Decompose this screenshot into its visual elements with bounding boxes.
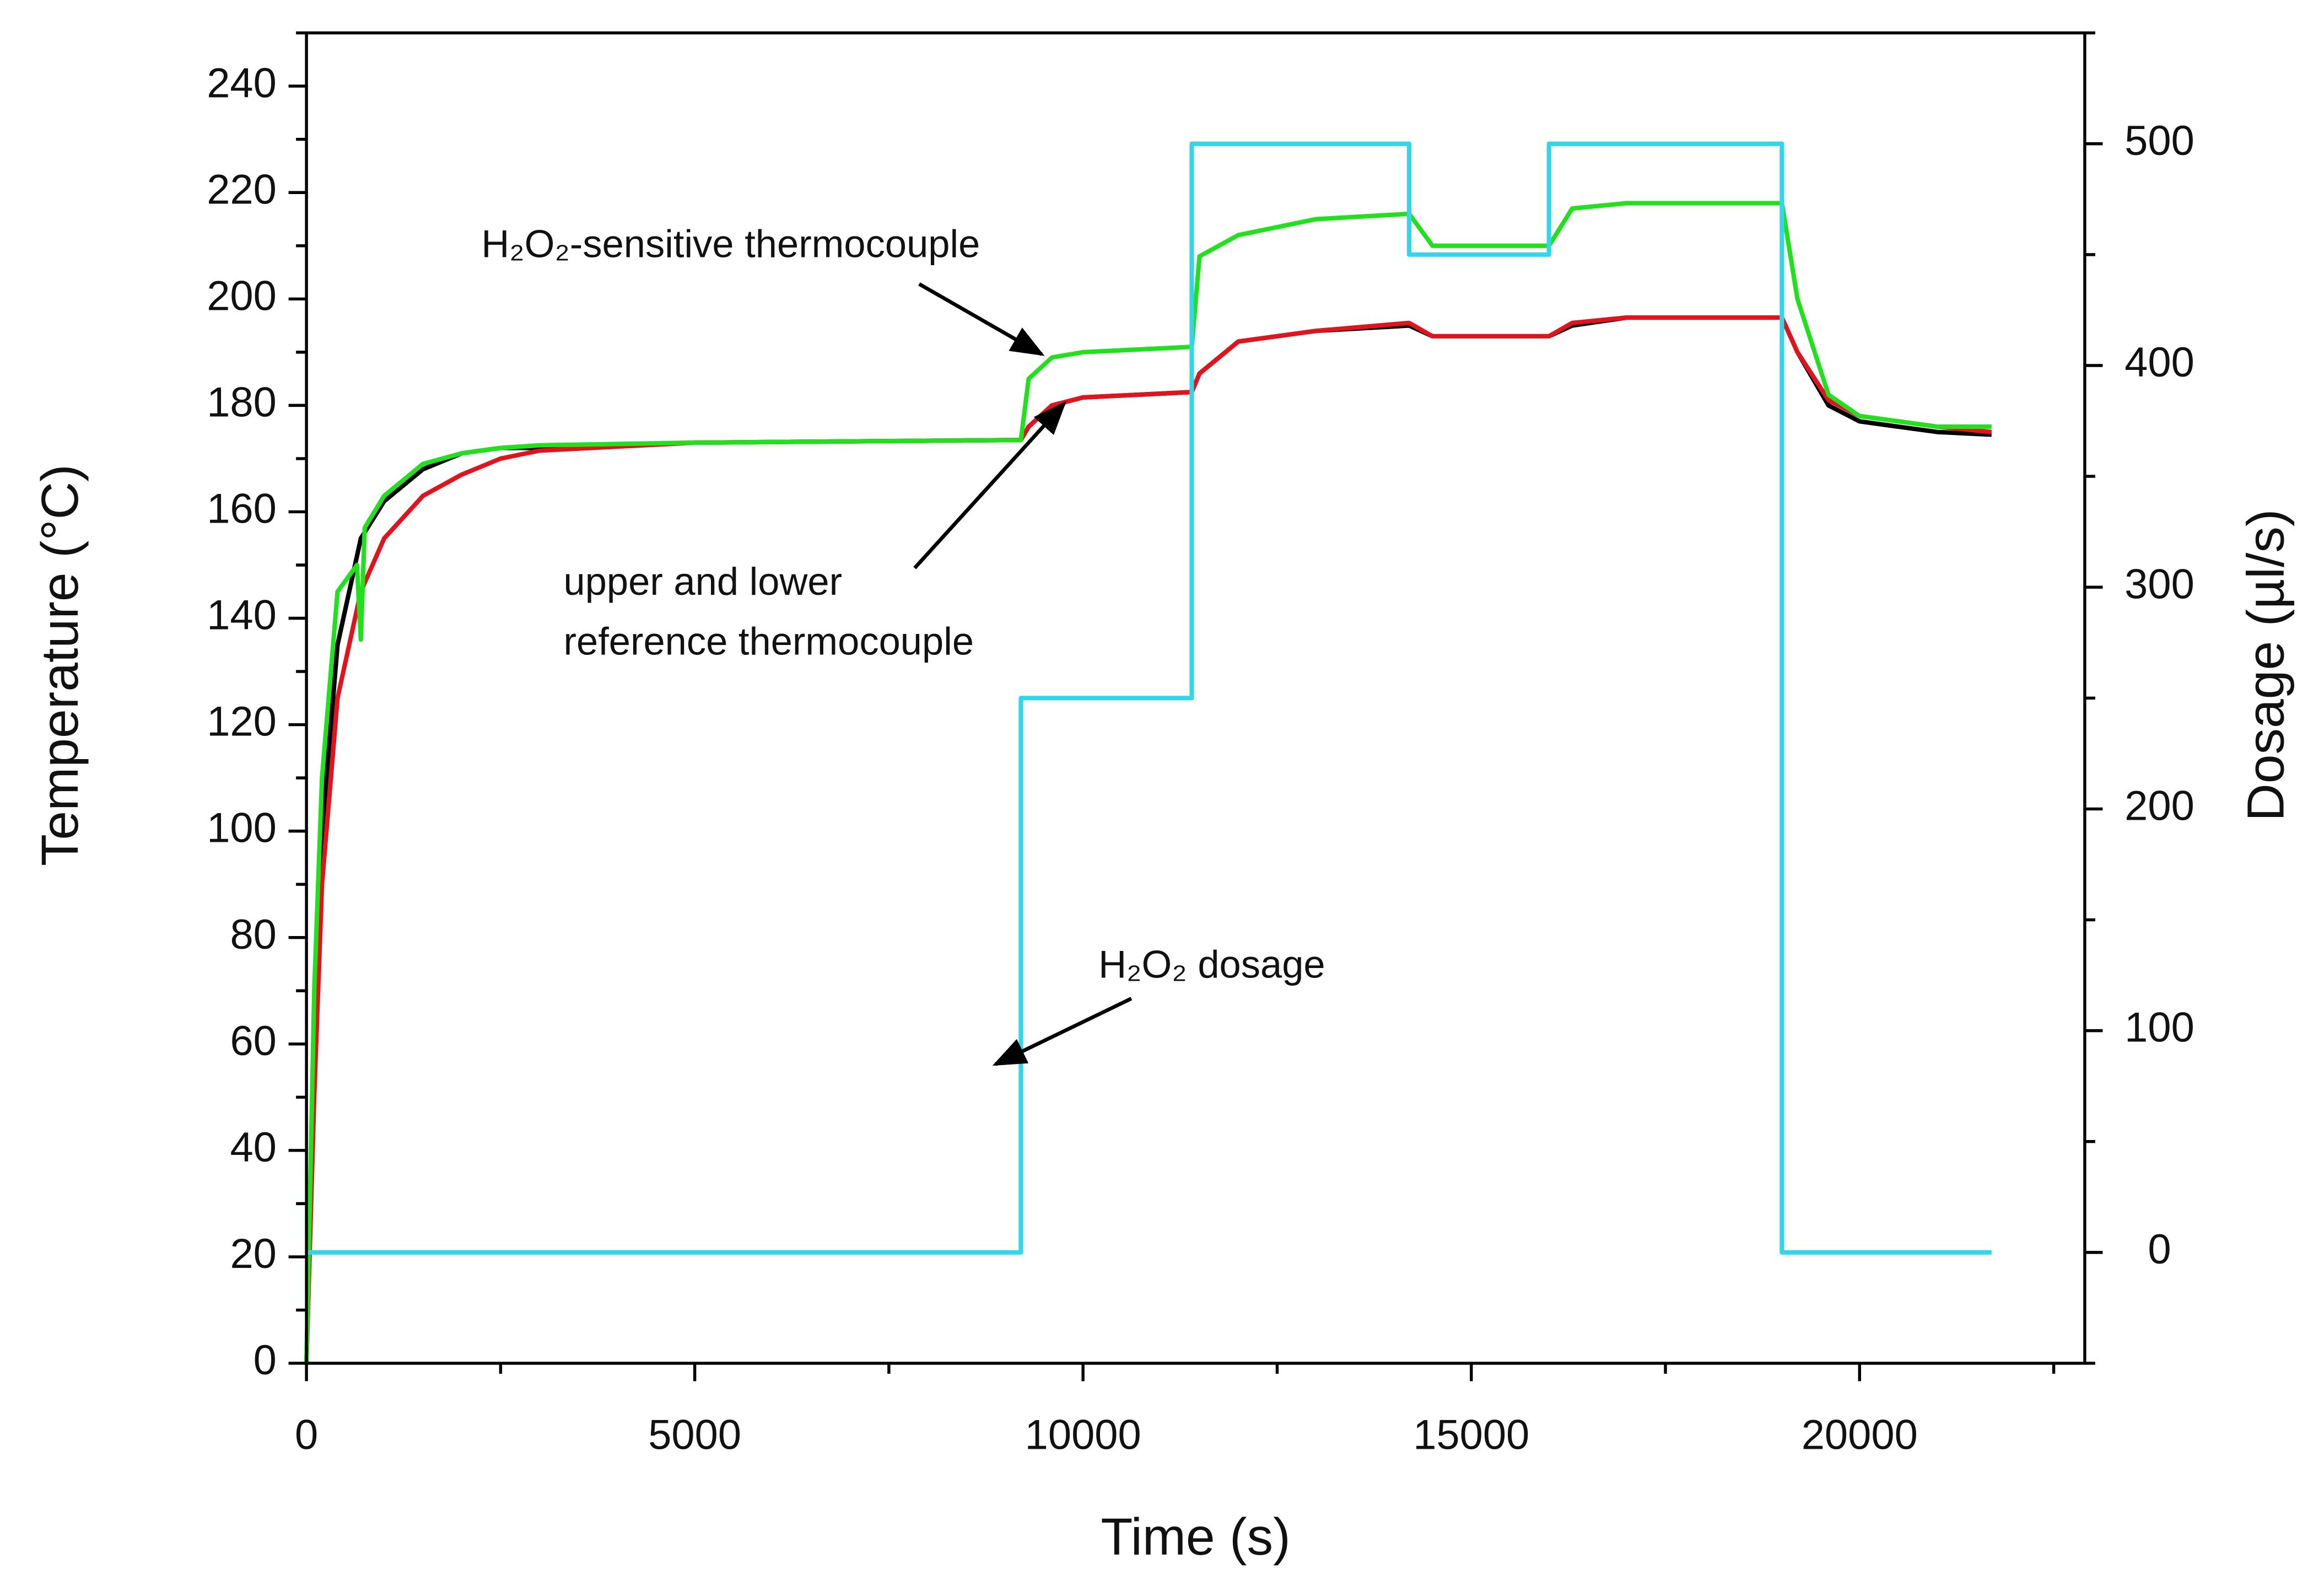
y-tick-label: 160 (207, 486, 277, 533)
y-tick-label: 60 (230, 1018, 276, 1064)
annotation: upper and lower (564, 560, 843, 603)
y2-tick-label: 200 (2125, 782, 2194, 829)
x-tick-label: 20000 (1802, 1412, 1918, 1459)
y-tick-label: 140 (207, 592, 277, 639)
y-tick-label: 0 (254, 1337, 277, 1384)
y-tick-label: 100 (207, 805, 277, 852)
y2-tick-label: 0 (2148, 1226, 2171, 1273)
plot-area (304, 141, 1992, 1364)
y-tick-label: 80 (230, 911, 276, 958)
data-line (304, 315, 1992, 1364)
y2-tick-label: 300 (2125, 561, 2194, 607)
x-tick-label: 5000 (648, 1412, 741, 1459)
x-tick-label: 15000 (1413, 1412, 1529, 1459)
arrow (918, 282, 1045, 356)
data-line (306, 141, 1992, 1255)
y-axis-label: Temperature (°C) (31, 464, 89, 866)
annotation: H₂O₂ dosage (1098, 942, 1325, 986)
y-tick-label: 120 (207, 698, 277, 745)
x-tick-label: 0 (295, 1412, 318, 1459)
x-tick-label: 10000 (1025, 1412, 1141, 1459)
y-tick-label: 220 (207, 166, 277, 213)
annotation: reference thermocouple (564, 620, 974, 663)
y-tick-label: 40 (230, 1124, 276, 1171)
arrow (913, 401, 1066, 569)
x-axis-label: Time (s) (1101, 1508, 1290, 1566)
data-line (304, 315, 1992, 1364)
arrow (992, 997, 1133, 1066)
y2-tick-label: 100 (2125, 1004, 2194, 1051)
y2-tick-label: 400 (2125, 339, 2194, 386)
y-tick-label: 240 (207, 60, 277, 106)
y-tick-label: 180 (207, 379, 277, 426)
annotation: H₂O₂-sensitive thermocouple (481, 222, 980, 265)
y2-tick-label: 500 (2125, 117, 2194, 164)
data-line (304, 201, 1992, 1364)
y-tick-label: 200 (207, 272, 277, 319)
y2-axis-label: Dosage (µl/s) (2237, 509, 2295, 821)
y-tick-label: 20 (230, 1230, 276, 1277)
